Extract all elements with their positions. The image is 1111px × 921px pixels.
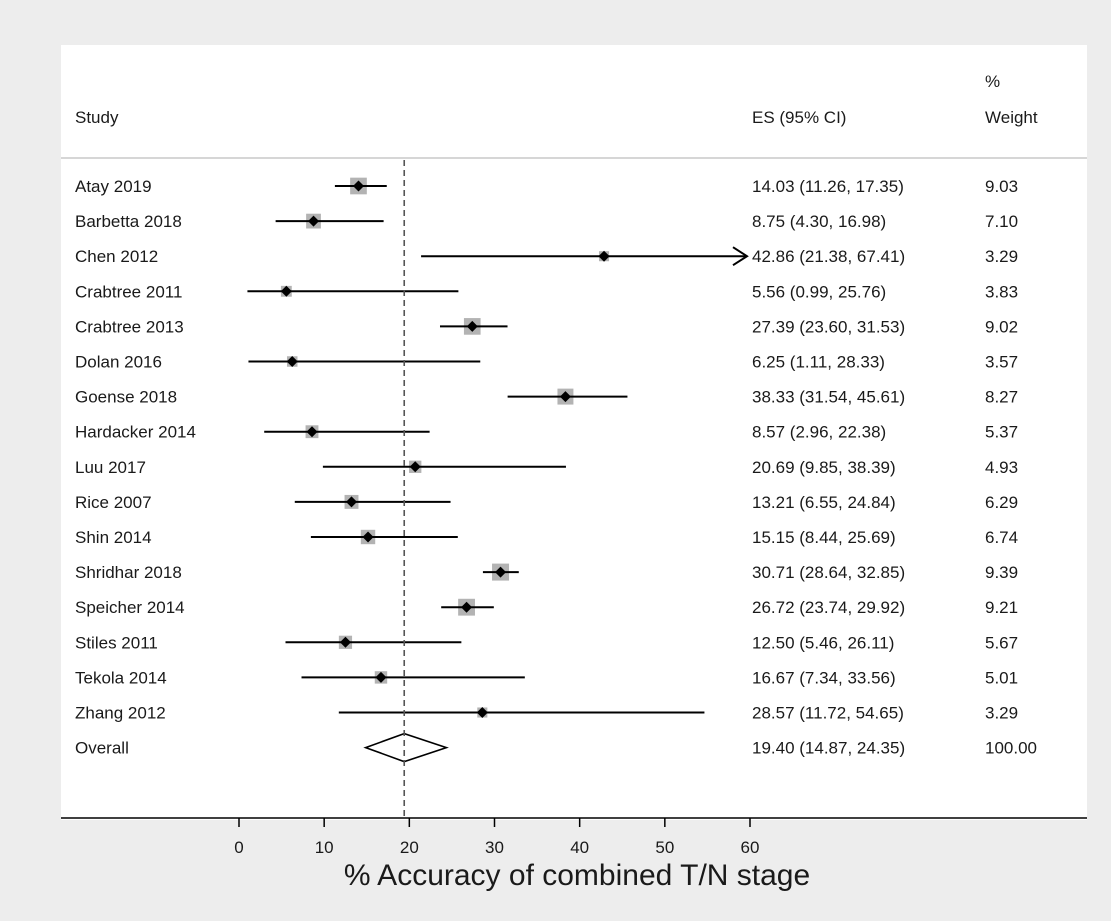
weight-text: 8.27 [985, 388, 1018, 407]
es-ci-text: 20.69 (9.85, 38.39) [752, 458, 896, 477]
es-ci-text: 8.57 (2.96, 22.38) [752, 423, 886, 442]
study-label: Chen 2012 [75, 247, 158, 266]
point-estimate [375, 671, 387, 683]
es-ci-text: 13.21 (6.55, 24.84) [752, 493, 896, 512]
point-estimate [461, 601, 473, 613]
study-label: Luu 2017 [75, 458, 146, 477]
x-tick-label: 0 [234, 838, 243, 857]
weight-text: 9.39 [985, 563, 1018, 582]
point-estimate [466, 320, 478, 332]
study-label: Crabtree 2013 [75, 317, 184, 336]
es-ci-text: 15.15 (8.44, 25.69) [752, 528, 896, 547]
es-ci-text: 28.57 (11.72, 54.65) [752, 704, 904, 723]
es-ci-text: 8.75 (4.30, 16.98) [752, 212, 886, 231]
x-tick-label: 50 [655, 838, 674, 857]
chart-panel [61, 45, 1087, 820]
weight-text: 5.01 [985, 668, 1018, 687]
weight-text: 5.37 [985, 423, 1018, 442]
point-estimate [346, 496, 358, 508]
point-estimate [409, 461, 421, 473]
es-ci-text: 27.39 (23.60, 31.53) [752, 317, 905, 336]
weight-text: 3.83 [985, 282, 1018, 301]
x-tick-label: 30 [485, 838, 504, 857]
point-estimate [286, 356, 298, 367]
x-tick-label: 10 [315, 838, 334, 857]
study-label: Dolan 2016 [75, 353, 162, 372]
study-label: Barbetta 2018 [75, 212, 182, 231]
point-estimate [598, 250, 610, 262]
point-estimate [339, 636, 351, 648]
es-ci-text: 14.03 (11.26, 17.35) [752, 177, 904, 196]
es-ci-text: 30.71 (28.64, 32.85) [752, 563, 905, 582]
overall-diamond [363, 732, 449, 763]
weight-text: 7.10 [985, 212, 1018, 231]
weight-column-header-line2: Weight [985, 108, 1038, 127]
study-label: Atay 2019 [75, 177, 152, 196]
study-column-header: Study [75, 108, 119, 127]
weight-text: 9.21 [985, 598, 1018, 617]
weight-text: 6.74 [985, 528, 1018, 547]
point-estimate [362, 531, 374, 543]
overall-label: Overall [75, 739, 129, 758]
x-tick-label: 20 [400, 838, 419, 857]
weight-text: 3.57 [985, 353, 1018, 372]
study-label: Zhang 2012 [75, 704, 166, 723]
x-tick-label: 60 [741, 838, 760, 857]
point-estimate [476, 707, 488, 718]
point-estimate [308, 215, 320, 227]
ci-arrow [732, 246, 749, 267]
es-ci-text: 5.56 (0.99, 25.76) [752, 282, 886, 301]
weight-text: 6.29 [985, 493, 1018, 512]
es-ci-text: 26.72 (23.74, 29.92) [752, 598, 905, 617]
weight-column-header-line1: % [985, 72, 1000, 91]
weight-text: 3.29 [985, 704, 1018, 723]
point-estimate [495, 566, 507, 578]
study-label: Shin 2014 [75, 528, 152, 547]
weight-text: 4.93 [985, 458, 1018, 477]
es-ci-text: 16.67 (7.34, 33.56) [752, 668, 896, 687]
overall-es-ci-text: 19.40 (14.87, 24.35) [752, 739, 905, 758]
study-label: Tekola 2014 [75, 668, 167, 687]
study-label: Shridhar 2018 [75, 563, 182, 582]
es-ci-text: 42.86 (21.38, 67.41) [752, 247, 905, 266]
es-ci-text: 12.50 (5.46, 26.11) [752, 633, 894, 652]
weight-text: 9.03 [985, 177, 1018, 196]
es-ci-text: 38.33 (31.54, 45.61) [752, 388, 905, 407]
es-ci-text: 6.25 (1.11, 28.33) [752, 353, 885, 372]
study-label: Rice 2007 [75, 493, 152, 512]
study-label: Stiles 2011 [75, 633, 158, 652]
es-column-header: ES (95% CI) [752, 108, 846, 127]
point-estimate [306, 426, 318, 438]
overall-weight-text: 100.00 [985, 739, 1037, 758]
weight-text: 5.67 [985, 633, 1018, 652]
study-label: Goense 2018 [75, 388, 177, 407]
point-estimate [280, 285, 292, 297]
weight-text: 3.29 [985, 247, 1018, 266]
study-label: Speicher 2014 [75, 598, 185, 617]
point-estimate [352, 180, 364, 192]
study-label: Hardacker 2014 [75, 423, 196, 442]
weight-text: 9.02 [985, 317, 1018, 336]
x-axis-title: % Accuracy of combined T/N stage [344, 859, 810, 892]
study-label: Crabtree 2011 [75, 282, 182, 301]
point-estimate [559, 391, 571, 403]
x-tick-label: 40 [570, 838, 589, 857]
